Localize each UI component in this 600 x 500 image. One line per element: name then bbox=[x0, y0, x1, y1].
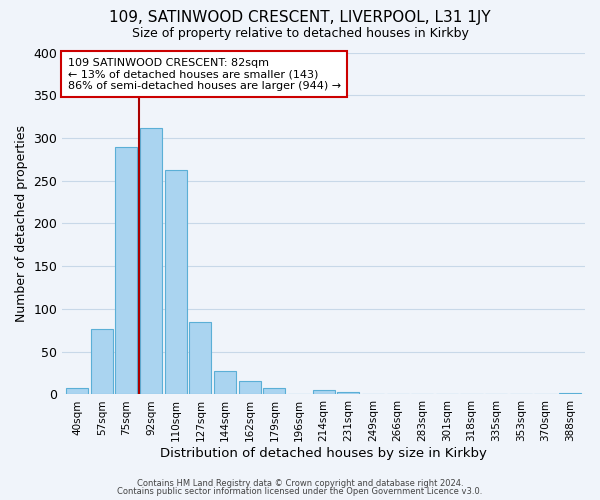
Text: Contains HM Land Registry data © Crown copyright and database right 2024.: Contains HM Land Registry data © Crown c… bbox=[137, 478, 463, 488]
Text: 109, SATINWOOD CRESCENT, LIVERPOOL, L31 1JY: 109, SATINWOOD CRESCENT, LIVERPOOL, L31 … bbox=[109, 10, 491, 25]
Bar bbox=[66, 388, 88, 394]
X-axis label: Distribution of detached houses by size in Kirkby: Distribution of detached houses by size … bbox=[160, 447, 487, 460]
Bar bbox=[313, 390, 335, 394]
Text: Size of property relative to detached houses in Kirkby: Size of property relative to detached ho… bbox=[131, 28, 469, 40]
Bar bbox=[263, 388, 286, 394]
Bar bbox=[164, 170, 187, 394]
Text: Contains public sector information licensed under the Open Government Licence v3: Contains public sector information licen… bbox=[118, 487, 482, 496]
Bar bbox=[91, 328, 113, 394]
Bar bbox=[115, 146, 137, 394]
Bar bbox=[189, 322, 211, 394]
Bar bbox=[239, 381, 261, 394]
Bar bbox=[214, 372, 236, 394]
Bar bbox=[140, 128, 162, 394]
Y-axis label: Number of detached properties: Number of detached properties bbox=[15, 125, 28, 322]
Bar bbox=[337, 392, 359, 394]
Text: 109 SATINWOOD CRESCENT: 82sqm
← 13% of detached houses are smaller (143)
86% of : 109 SATINWOOD CRESCENT: 82sqm ← 13% of d… bbox=[68, 58, 341, 91]
Bar bbox=[559, 392, 581, 394]
